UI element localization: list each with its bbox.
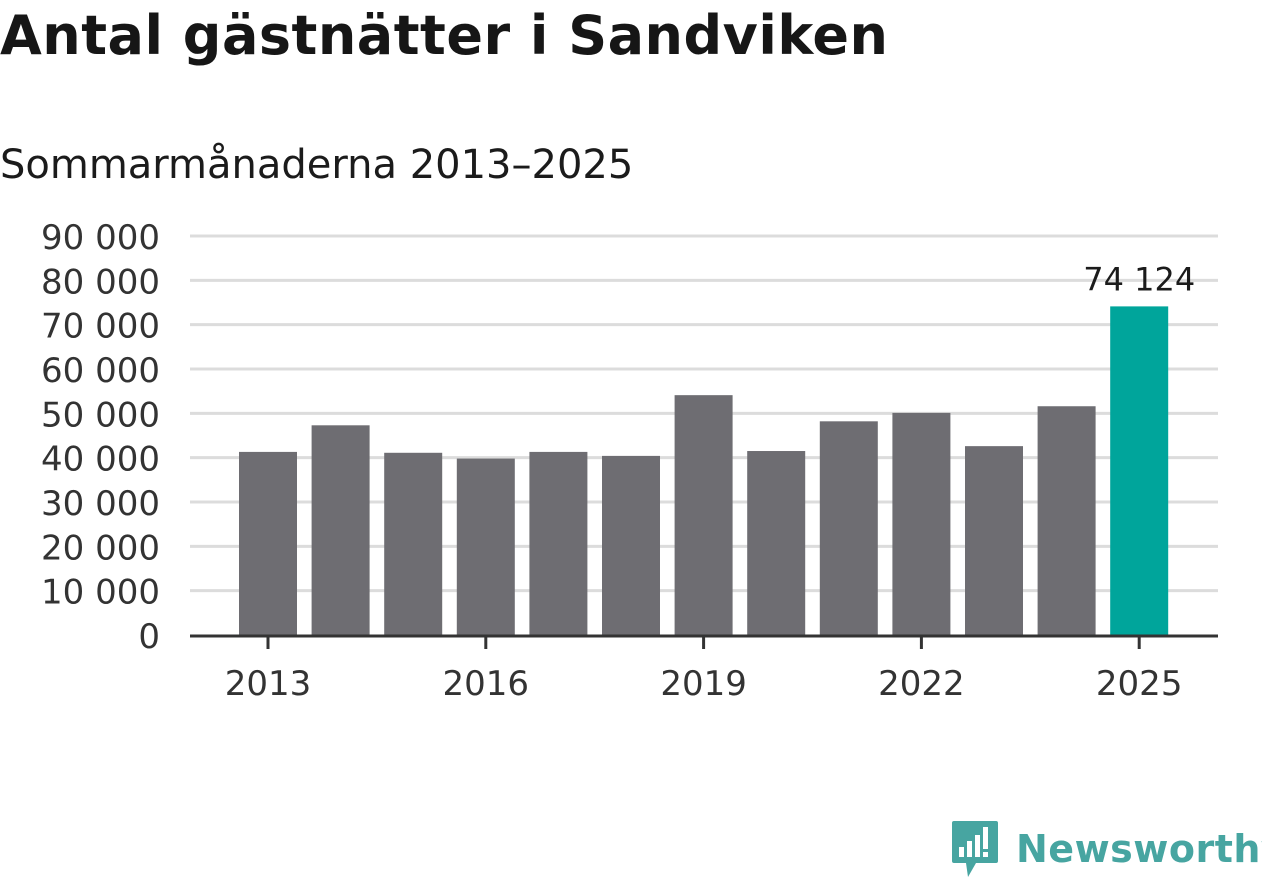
- chart-subtitle: Sommarmånaderna 2013–2025: [0, 142, 634, 188]
- y-tick-label: 80 000: [41, 262, 160, 302]
- bar: [529, 451, 588, 635]
- bar: [1110, 306, 1169, 635]
- bar: [819, 421, 878, 635]
- y-tick-label: 10 000: [41, 573, 160, 613]
- y-tick-label: 60 000: [41, 351, 160, 391]
- y-tick-label: 50 000: [41, 395, 160, 435]
- brand-name: Newsworthy: [1016, 827, 1262, 871]
- chart-bubble-icon: [952, 821, 998, 877]
- bar: [747, 451, 806, 635]
- y-tick-label: 40 000: [41, 440, 160, 480]
- x-tick-label: 2016: [443, 664, 530, 704]
- bar: [674, 395, 733, 635]
- bar: [239, 451, 297, 635]
- x-tick-label: 2025: [1096, 664, 1183, 704]
- bar: [1037, 406, 1096, 635]
- brand-logo: Newsworthy: [950, 818, 1262, 880]
- bar: [965, 446, 1023, 635]
- y-tick-label: 20 000: [41, 528, 160, 568]
- x-tick-label: 2013: [225, 664, 312, 704]
- bar: [384, 452, 443, 635]
- y-tick-label: 70 000: [41, 307, 160, 347]
- bar: [892, 412, 951, 635]
- y-tick-label: 90 000: [41, 218, 160, 258]
- bar: [456, 458, 515, 635]
- chart-title: Antal gästnätter i Sandviken: [0, 4, 889, 67]
- x-tick-label: 2019: [660, 664, 747, 704]
- y-tick-label: 0: [138, 617, 160, 657]
- bar: [602, 455, 660, 635]
- y-tick-label: 30 000: [41, 484, 160, 524]
- bar: [311, 425, 370, 635]
- data-label: 74 124: [1083, 260, 1195, 298]
- x-tick-label: 2022: [878, 664, 965, 704]
